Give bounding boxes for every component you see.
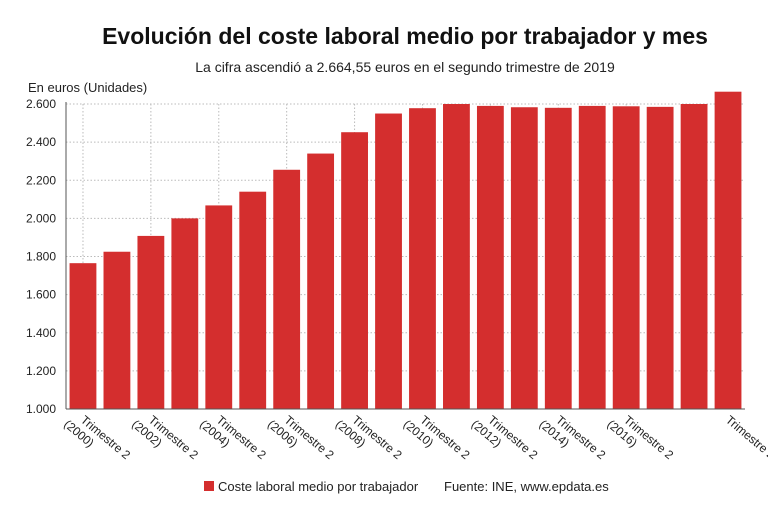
bar xyxy=(137,235,165,409)
x-tick-label-text: Trimestre 2 xyxy=(723,413,768,463)
bar xyxy=(307,153,335,409)
x-tick-label-text: Trimestre 2(2012) xyxy=(469,406,541,473)
bar xyxy=(578,105,606,409)
x-tick-label: Trimestre 2(2002) xyxy=(129,406,201,473)
bar xyxy=(476,105,504,409)
bar xyxy=(239,191,267,409)
x-tick-label-text: Trimestre 2(2010) xyxy=(401,406,473,473)
x-tick-label-text: Trimestre 2(2014) xyxy=(537,406,609,473)
y-tick-label: 1.600 xyxy=(26,288,56,302)
y-axis-label: En euros (Unidades) xyxy=(28,80,147,95)
x-tick-label-text: Trimestre 2(2000) xyxy=(61,406,133,473)
x-tick-label: Trimestre 2(2000) xyxy=(61,406,133,473)
bar xyxy=(273,169,301,409)
x-tick-label: Trimestre 2(2006) xyxy=(265,406,337,473)
bar xyxy=(443,104,470,409)
x-tick-label-text: Trimestre 2(2002) xyxy=(129,406,201,473)
x-tick-label: Trimestre 2 xyxy=(723,413,768,463)
chart-title: Evolución del coste laboral medio por tr… xyxy=(102,23,708,49)
bar xyxy=(510,107,538,409)
legend-label: Coste laboral medio por trabajador xyxy=(218,479,419,494)
bar xyxy=(171,218,199,409)
bar xyxy=(612,106,640,409)
y-tick-label: 2.000 xyxy=(26,211,56,225)
x-tick-label: Trimestre 2(2016) xyxy=(604,406,676,473)
y-tick-label: 2.200 xyxy=(26,173,56,187)
bar xyxy=(680,104,708,409)
x-tick-label: Trimestre 2(2014) xyxy=(537,406,609,473)
x-tick-label-text: Trimestre 2(2008) xyxy=(333,406,405,473)
bar xyxy=(69,263,97,409)
legend: Coste laboral medio por trabajador Fuent… xyxy=(204,479,609,494)
bar xyxy=(103,251,131,409)
bar xyxy=(341,132,368,409)
y-tick-label: 1.200 xyxy=(26,364,56,378)
bar xyxy=(646,106,674,409)
x-tick-label-text: Trimestre 2(2016) xyxy=(604,406,676,473)
bar xyxy=(544,107,572,409)
x-tick-label: Trimestre 2(2008) xyxy=(333,406,405,473)
bars-layer xyxy=(69,91,742,409)
x-tick-label-text: Trimestre 2(2004) xyxy=(197,406,269,473)
x-tick-label-line1: Trimestre 2 xyxy=(723,413,768,463)
x-tick-label: Trimestre 2(2004) xyxy=(197,406,269,473)
source-text: Fuente: INE, www.epdata.es xyxy=(444,479,609,494)
grid-layer xyxy=(66,103,745,409)
x-tick-label: Trimestre 2(2010) xyxy=(401,406,473,473)
bar xyxy=(714,91,742,409)
y-tick-label: 2.600 xyxy=(26,97,56,111)
y-tick-label: 1.400 xyxy=(26,326,56,340)
bar xyxy=(375,113,402,409)
chart-subtitle: La cifra ascendió a 2.664,55 euros en el… xyxy=(195,59,615,75)
y-tick-label: 1.800 xyxy=(26,250,56,264)
bar xyxy=(409,108,436,409)
x-tick-label-text: Trimestre 2(2006) xyxy=(265,406,337,473)
bar xyxy=(205,205,233,409)
x-tick-label: Trimestre 2(2012) xyxy=(469,406,541,473)
y-tick-label: 1.000 xyxy=(26,402,56,416)
legend-swatch xyxy=(204,481,214,491)
y-tick-label: 2.400 xyxy=(26,135,56,149)
